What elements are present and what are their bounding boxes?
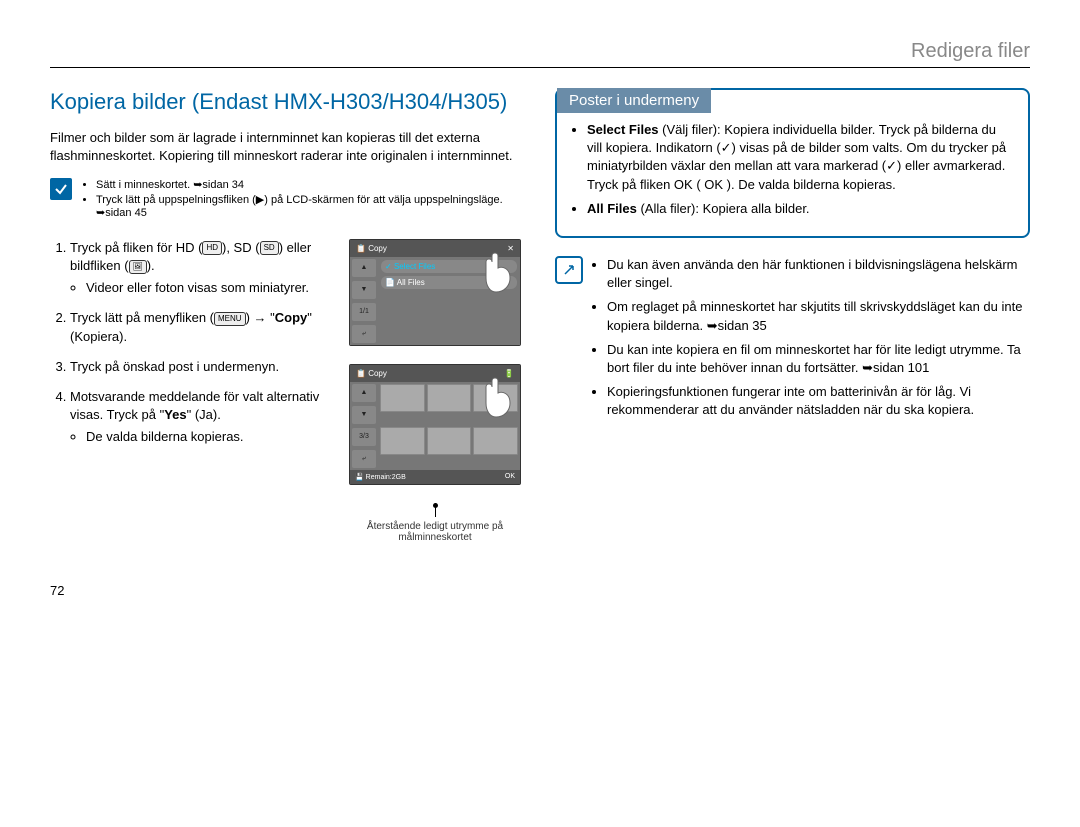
hand-pointer-icon — [484, 373, 524, 423]
screen-mockup-grid: 📋 Copy🔋 ▲ ▼ 3/3 ⤶ 💾 Remain: — [349, 364, 521, 485]
page-number: 72 — [50, 583, 1030, 598]
section-title: Kopiera bilder (Endast HMX-H303/H304/H30… — [50, 88, 525, 116]
step-item: Tryck lätt på menyfliken (MENU) → "Copy"… — [70, 309, 327, 345]
back-icon: ⤶ — [352, 325, 376, 343]
back-icon: ⤶ — [352, 450, 376, 468]
info-item: Du kan inte kopiera en fil om minneskort… — [607, 341, 1030, 377]
info-item: Du kan även använda den här funktionen i… — [607, 256, 1030, 292]
down-icon: ▼ — [352, 281, 376, 299]
check-icon — [50, 178, 72, 200]
info-item: Kopieringsfunktionen fungerar inte om ba… — [607, 383, 1030, 419]
note-icon — [555, 256, 583, 284]
hand-pointer-icon — [484, 248, 524, 298]
step-sub: Videor eller foton visas som miniatyrer. — [86, 279, 327, 297]
step-sub: De valda bilderna kopieras. — [86, 428, 327, 446]
menu-icon: MENU — [214, 312, 246, 326]
page-header: Redigera filer — [50, 40, 1030, 68]
info-box: Du kan även använda den här funktionen i… — [555, 256, 1030, 426]
steps-list: Tryck på fliken för HD (HD), SD (SD) ell… — [50, 239, 327, 459]
precheck-box: Sätt i minneskortet. ➥sidan 34 Tryck lät… — [50, 178, 525, 221]
step-item: Motsvarande meddelande för valt alternat… — [70, 388, 327, 447]
intro-text: Filmer och bilder som är lagrade i inter… — [50, 129, 525, 165]
submenu-item: Select Files (Välj filer): Kopiera indiv… — [587, 121, 1014, 194]
callout-note: Återstående ledigt utrymme på målminnesk… — [345, 503, 525, 543]
down-icon: ▼ — [352, 406, 376, 424]
up-icon: ▲ — [352, 384, 376, 402]
precheck-item: Tryck lätt på uppspelningsfliken (▶) på … — [96, 193, 525, 219]
hd-icon: HD — [202, 241, 222, 255]
up-icon: ▲ — [352, 259, 376, 277]
submenu-box: Poster i undermeny Select Files (Välj fi… — [555, 88, 1030, 238]
step-item: Tryck på önskad post i undermenyn. — [70, 358, 327, 376]
submenu-title: Poster i undermeny — [557, 88, 711, 113]
sd-icon: SD — [260, 241, 279, 255]
image-icon: 🖼 — [129, 260, 147, 274]
submenu-item: All Files (Alla filer): Kopiera alla bil… — [587, 200, 1014, 218]
info-item: Om reglaget på minneskortet har skjutits… — [607, 298, 1030, 334]
screen-mockup-menu: 📋 Copy✕ ▲ ▼ 1/1 ⤶ ✓ Select Files 📄 All F… — [349, 239, 521, 346]
precheck-item: Sätt i minneskortet. ➥sidan 34 — [96, 178, 525, 191]
step-item: Tryck på fliken för HD (HD), SD (SD) ell… — [70, 239, 327, 298]
